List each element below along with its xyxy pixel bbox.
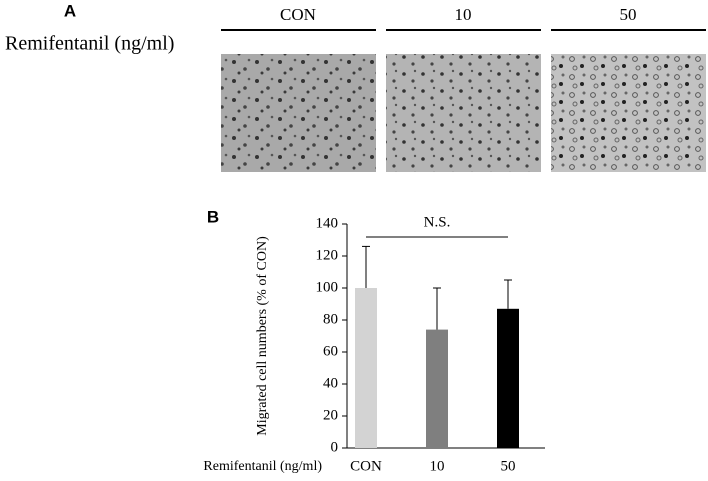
x-tick-label: 50 (501, 458, 516, 474)
micrograph (386, 54, 541, 172)
y-tick-label: 140 (316, 215, 339, 231)
column-label: 50 (620, 5, 637, 24)
x-axis-label: Remifentanil (ng/ml) (203, 459, 322, 474)
micrograph (551, 54, 706, 172)
error-bar (362, 245, 370, 288)
error-bar (433, 287, 441, 330)
bar (497, 308, 519, 448)
y-tick-label: 60 (323, 343, 338, 359)
panel-label: A (64, 1, 76, 20)
y-tick-label: 0 (331, 439, 339, 455)
x-tick-label: CON (350, 458, 382, 474)
annotation: N.S. (424, 214, 451, 230)
column-label: CON (280, 5, 316, 24)
y-axis-label: Migrated cell numbers (% of CON) (255, 236, 270, 436)
y-tick-label: 40 (323, 375, 338, 391)
bar (426, 329, 448, 448)
row-label: Remifentanil (ng/ml) (5, 33, 174, 55)
y-tick-label: 20 (323, 407, 338, 423)
column-label: 10 (455, 5, 472, 24)
panel-label: B (207, 207, 219, 226)
x-tick-label: 10 (430, 458, 445, 474)
y-tick-label: 120 (316, 247, 339, 263)
y-tick-label: 100 (316, 279, 339, 295)
micrograph (221, 54, 376, 172)
y-tick-label: 80 (323, 311, 338, 327)
error-bar (504, 279, 512, 309)
bar (355, 288, 377, 448)
column-headers: CON 10 50 (221, 5, 706, 31)
